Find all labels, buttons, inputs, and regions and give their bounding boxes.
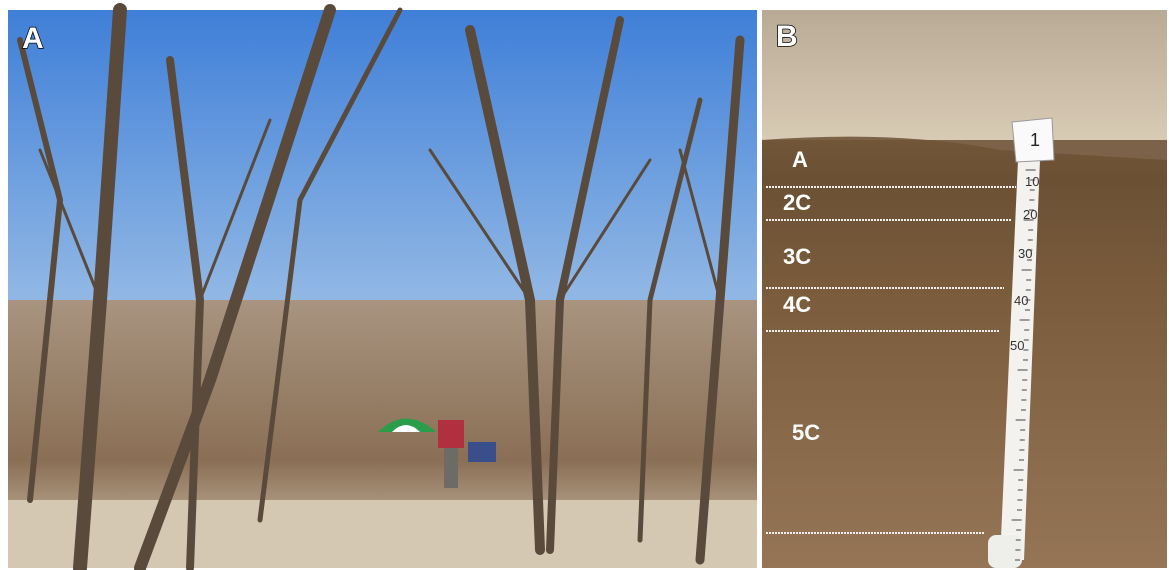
panel-label: A xyxy=(22,22,44,55)
tape-number: 30 xyxy=(1018,246,1032,261)
horizon-label: 4C xyxy=(783,292,811,317)
trees xyxy=(17,3,745,570)
horizon-label: 2C xyxy=(783,190,811,215)
person-2 xyxy=(468,442,496,462)
panel-label: B xyxy=(776,20,798,53)
tag xyxy=(1011,117,1055,163)
umbrella-stripe xyxy=(392,425,420,432)
tape-number: 40 xyxy=(1014,293,1028,308)
panel-a: A xyxy=(8,3,757,570)
tape-number: 20 xyxy=(1023,207,1037,222)
soil-surface xyxy=(762,136,1167,160)
person-1-legs xyxy=(444,448,458,488)
horizon-label: 3C xyxy=(783,244,811,269)
tape-roll xyxy=(988,535,1022,568)
tag-number: 1 xyxy=(1030,130,1040,150)
tape-number: 50 xyxy=(1010,338,1024,353)
horizon-label: 5C xyxy=(792,420,820,445)
horizon-label: A xyxy=(792,147,808,172)
person-1 xyxy=(438,420,464,448)
ground xyxy=(8,500,757,568)
tape-number: 10 xyxy=(1025,174,1039,189)
dry-grass xyxy=(762,10,1167,140)
